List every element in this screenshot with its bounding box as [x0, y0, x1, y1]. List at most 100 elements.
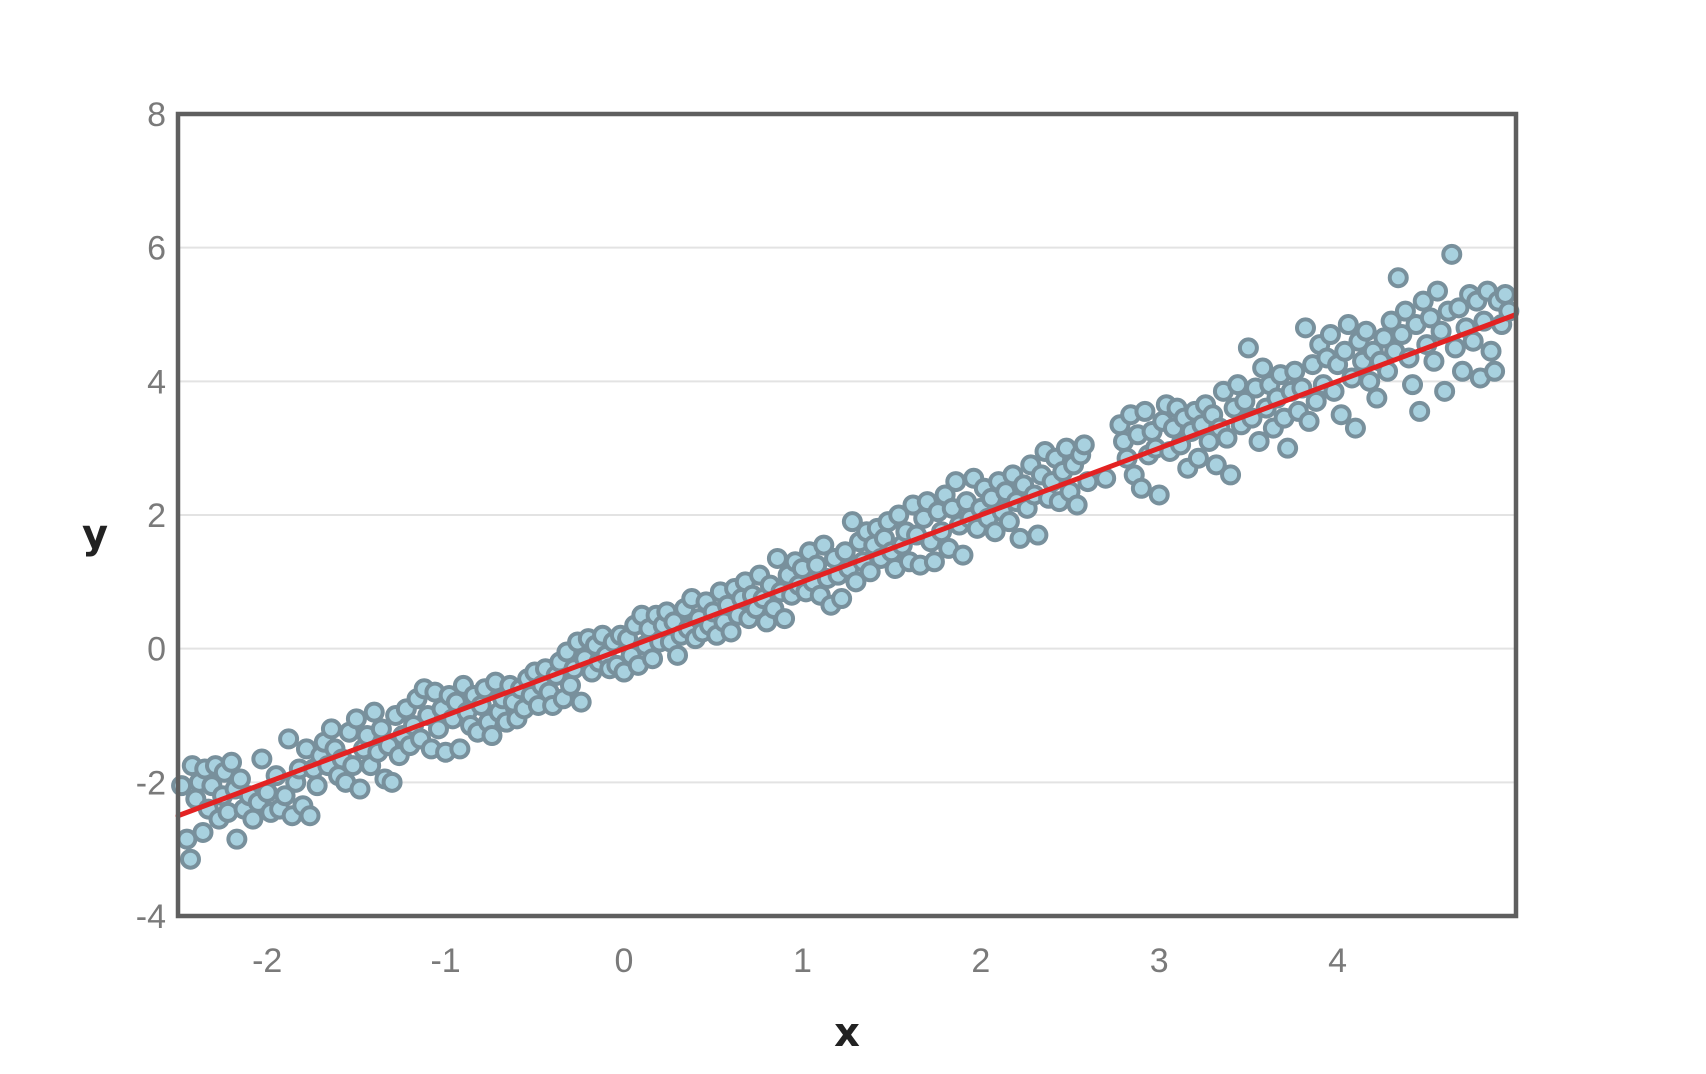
- data-point: [1248, 430, 1270, 452]
- x-tick-label: 2: [971, 942, 990, 980]
- data-point: [1448, 297, 1470, 319]
- data-point: [1252, 357, 1274, 379]
- regression-line: [175, 312, 1519, 819]
- x-tick-label: 3: [1150, 942, 1169, 980]
- data-point: [570, 691, 592, 713]
- data-point: [449, 738, 471, 760]
- data-point: [192, 821, 214, 843]
- data-point: [720, 621, 742, 643]
- data-point: [1359, 370, 1381, 392]
- y-tick-label: 6: [147, 230, 166, 268]
- data-point: [1305, 390, 1327, 412]
- data-point: [345, 708, 367, 730]
- data-point: [813, 534, 835, 556]
- data-point: [1205, 454, 1227, 476]
- data-point: [1334, 340, 1356, 362]
- data-point: [1073, 434, 1095, 456]
- data-point: [998, 511, 1020, 533]
- data-point: [1066, 494, 1088, 516]
- data-point: [1134, 400, 1156, 422]
- data-point: [171, 775, 193, 797]
- y-tick-label: 4: [147, 363, 166, 401]
- data-point: [229, 768, 251, 790]
- data-point: [831, 588, 853, 610]
- data-point: [1419, 307, 1441, 329]
- data-point: [1480, 340, 1502, 362]
- data-point: [945, 471, 967, 493]
- y-tick-label: 8: [147, 96, 166, 134]
- data-point: [806, 554, 828, 576]
- data-point: [1298, 410, 1320, 432]
- data-point: [984, 521, 1006, 543]
- data-point: [1402, 374, 1424, 396]
- data-point: [299, 805, 321, 827]
- x-axis-title: x: [834, 1010, 860, 1056]
- data-point: [1494, 283, 1516, 305]
- x-tick-label: 1: [793, 942, 812, 980]
- data-point: [1423, 350, 1445, 372]
- y-tick-label: -2: [136, 764, 166, 802]
- data-point: [1277, 437, 1299, 459]
- data-point: [1130, 477, 1152, 499]
- data-point: [242, 808, 264, 830]
- data-point: [1366, 387, 1388, 409]
- data-point: [1216, 427, 1238, 449]
- fit-lines: [175, 312, 1519, 819]
- data-point: [1427, 280, 1449, 302]
- data-point: [1009, 527, 1031, 549]
- x-tick-label: -2: [252, 942, 282, 980]
- data-point: [1319, 324, 1341, 346]
- data-point: [559, 674, 581, 696]
- data-point: [1391, 324, 1413, 346]
- data-point: [1148, 484, 1170, 506]
- data-point: [642, 648, 664, 670]
- y-tick-label: -4: [136, 898, 166, 936]
- data-point: [1387, 267, 1409, 289]
- data-point: [320, 718, 342, 740]
- data-point: [342, 755, 364, 777]
- data-point: [251, 748, 273, 770]
- x-tick-label: 4: [1328, 942, 1347, 980]
- data-point: [766, 547, 788, 569]
- data-point: [1237, 337, 1259, 359]
- y-tick-label: 0: [147, 631, 166, 669]
- data-point: [774, 608, 796, 630]
- data-point: [1187, 447, 1209, 469]
- data-point: [221, 751, 243, 773]
- data-point: [923, 551, 945, 573]
- data-point: [841, 511, 863, 533]
- data-point: [481, 725, 503, 747]
- data-point: [952, 544, 974, 566]
- data-point: [1344, 417, 1366, 439]
- data-point: [1441, 243, 1463, 265]
- data-point: [1220, 464, 1242, 486]
- data-point: [274, 785, 296, 807]
- plot-frame: [175, 111, 1519, 919]
- data-point: [179, 848, 201, 870]
- data-point: [1355, 320, 1377, 342]
- data-point: [278, 728, 300, 750]
- data-point: [349, 778, 371, 800]
- data-point: [1409, 400, 1431, 422]
- data-point: [1337, 314, 1359, 336]
- data-point: [859, 561, 881, 583]
- y-tick-labels: -4 -2 0 2 4 6 8: [136, 96, 166, 936]
- data-point: [226, 828, 248, 850]
- x-tick-label: 0: [615, 942, 634, 980]
- data-point: [363, 701, 385, 723]
- data-point: [381, 771, 403, 793]
- data-point: [1484, 360, 1506, 382]
- data-point: [1434, 380, 1456, 402]
- data-point: [845, 571, 867, 593]
- data-point: [1294, 317, 1316, 339]
- x-tick-label: -1: [430, 942, 460, 980]
- data-point: [1027, 524, 1049, 546]
- y-axis-title: y: [82, 512, 108, 558]
- data-point: [667, 644, 689, 666]
- data-point: [1330, 404, 1352, 426]
- data-point: [1394, 300, 1416, 322]
- data-point: [1430, 320, 1452, 342]
- data-point: [1234, 390, 1256, 412]
- data-point: [1380, 310, 1402, 332]
